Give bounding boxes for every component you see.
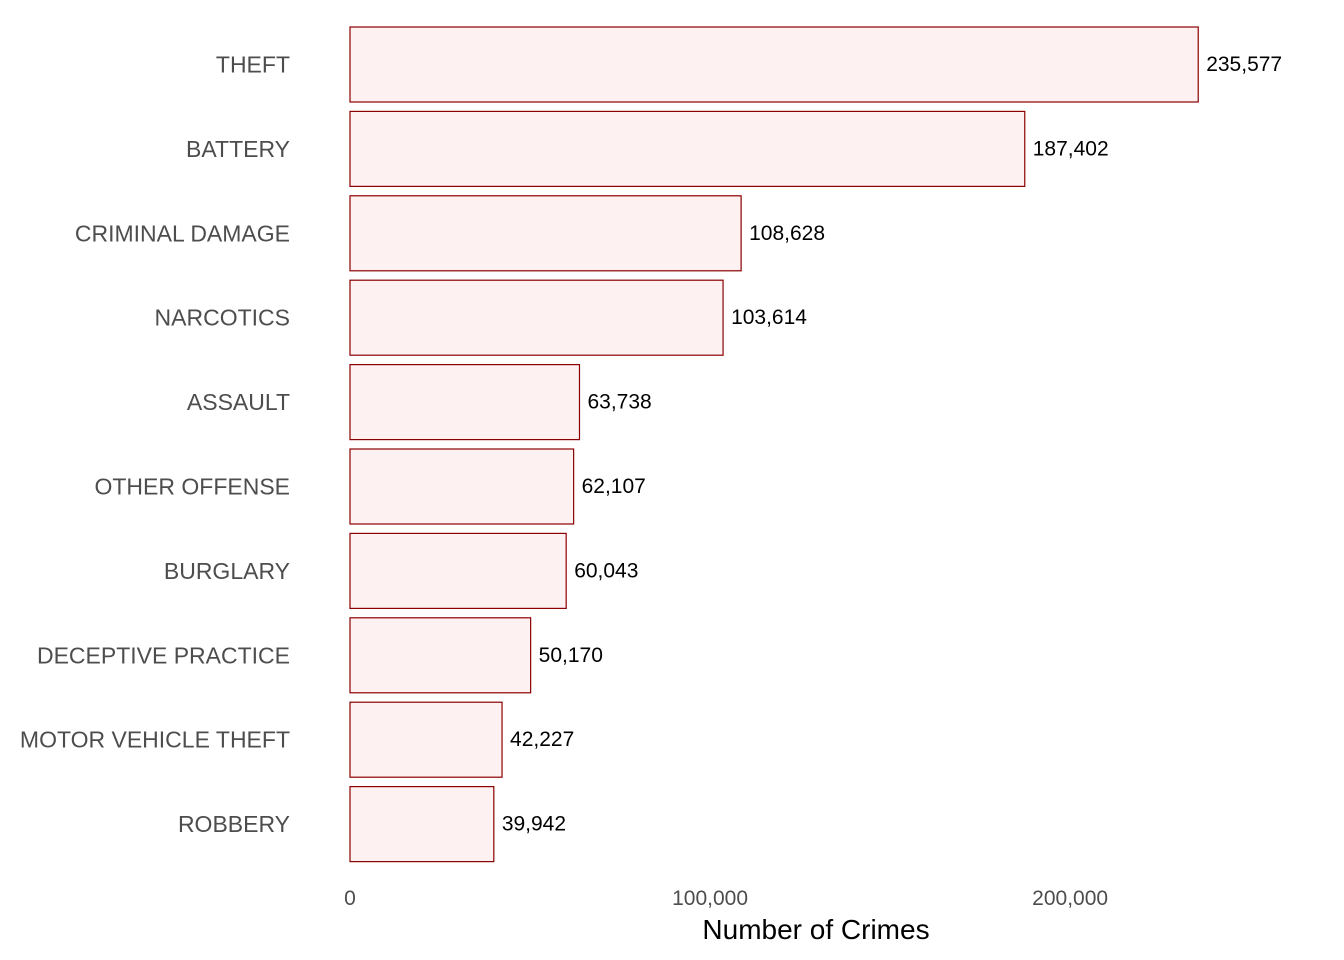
x-axis: 0 100,000 200,000 — [344, 887, 1108, 910]
bar — [349, 701, 503, 778]
value-label: 60,043 — [574, 559, 638, 582]
category-label: MOTOR VEHICLE THEFT — [20, 727, 290, 753]
category-label: OTHER OFFENSE — [94, 474, 290, 500]
category-label: BATTERY — [186, 136, 290, 162]
bar — [349, 364, 581, 441]
value-label: 62,107 — [582, 475, 646, 498]
bar — [349, 110, 1026, 188]
value-label: 39,942 — [502, 813, 566, 836]
value-label: 108,628 — [749, 222, 825, 245]
x-tick-label: 100,000 — [672, 887, 748, 910]
bar — [349, 448, 575, 525]
category-label: ASSAULT — [187, 389, 290, 415]
bar — [349, 195, 742, 272]
category-labels: THEFT BATTERY CRIMINAL DAMAGE NARCOTICS ASSA… — [20, 52, 290, 838]
category-label: NARCOTICS — [155, 305, 290, 331]
value-label: 187,402 — [1033, 137, 1109, 160]
value-label: 235,577 — [1206, 53, 1282, 76]
x-axis-title: Number of Crimes — [702, 914, 929, 945]
category-label: ROBBERY — [178, 811, 290, 837]
value-label: 63,738 — [587, 391, 651, 414]
bar — [349, 532, 567, 610]
value-labels: 235,577 187,402 108,628 103,614 63,738 62,107… — [502, 53, 1282, 836]
x-tick-label: 200,000 — [1032, 887, 1108, 910]
value-label: 103,614 — [731, 306, 807, 329]
bar — [349, 785, 495, 863]
category-label: CRIMINAL DAMAGE — [75, 220, 290, 246]
bars-layer — [349, 26, 1199, 863]
value-label: 50,170 — [539, 644, 603, 667]
bar — [349, 26, 1199, 103]
bar — [349, 279, 724, 356]
category-label: BURGLARY — [164, 558, 290, 584]
category-label: THEFT — [216, 52, 290, 78]
bar — [349, 617, 532, 694]
category-label: DECEPTIVE PRACTICE — [37, 642, 290, 668]
x-tick-label: 0 — [344, 887, 356, 910]
value-label: 42,227 — [510, 728, 574, 751]
